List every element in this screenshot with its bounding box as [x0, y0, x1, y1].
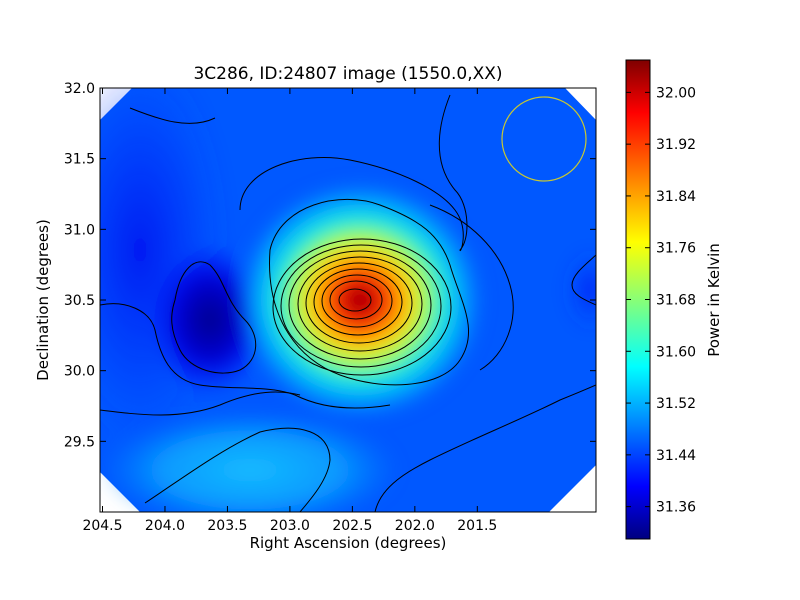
- colorbar-tick-label: 31.44: [656, 448, 696, 464]
- colorbar-tick-label: 31.92: [656, 137, 696, 153]
- colorbar-tick-label: 32.00: [656, 85, 696, 101]
- beam-circle: [501, 96, 587, 182]
- x-tick-label: 202.0: [395, 518, 435, 534]
- colorbar-tick-label: 31.84: [656, 189, 696, 205]
- y-tick-label: 29.5: [64, 434, 95, 450]
- y-axis-ticks: 29.5 30.0 30.5 31.0 31.5 32.0: [64, 81, 596, 450]
- y-tick-label: 30.0: [64, 364, 95, 380]
- colorbar-tick-label: 31.68: [656, 293, 696, 309]
- y-axis-label: Declination (degrees): [34, 219, 52, 381]
- heatmap-image: [100, 88, 596, 512]
- peak-blob: [235, 180, 485, 420]
- x-tick-label: 201.5: [457, 518, 497, 534]
- colorbar-tick-label: 31.52: [656, 396, 696, 412]
- y-tick-label: 30.5: [64, 293, 95, 309]
- contour-lines: [100, 94, 596, 512]
- chart-title: 3C286, ID:24807 image (1550.0,XX): [193, 64, 502, 84]
- y-tick-label: 31.5: [64, 152, 95, 168]
- x-axis-label: Right Ascension (degrees): [250, 534, 447, 552]
- x-tick-label: 204.0: [145, 518, 185, 534]
- colorbar-tick-label: 31.76: [656, 241, 696, 257]
- colorbar-tick-label: 31.36: [656, 500, 696, 516]
- x-tick-label: 204.5: [82, 518, 122, 534]
- x-tick-label: 203.5: [207, 518, 247, 534]
- x-tick-label: 203.0: [270, 518, 310, 534]
- colorbar-tick-label: 31.60: [656, 344, 696, 360]
- colorbar-label: Power in Kelvin: [705, 243, 723, 357]
- y-tick-label: 32.0: [64, 81, 95, 97]
- x-tick-label: 202.5: [332, 518, 372, 534]
- y-tick-label: 31.0: [64, 222, 95, 238]
- colorbar-ticks: 31.36 31.44 31.52 31.60 31.68 31.76 31.84 31.92…: [626, 85, 696, 516]
- x-axis-ticks: 204.5 204.0 203.5 203.0 202.5 202.0 201.5: [82, 88, 497, 534]
